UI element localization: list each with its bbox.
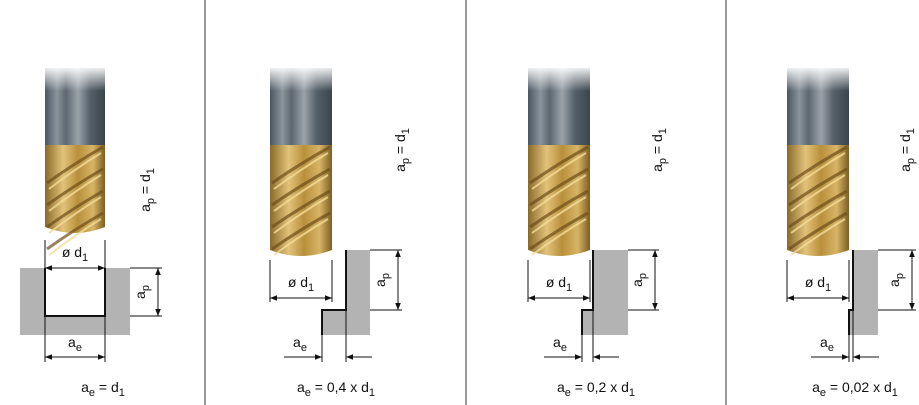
workpiece — [322, 310, 346, 335]
diameter-label-sub: 1 — [308, 282, 314, 294]
slot-outline — [45, 268, 105, 316]
caption-part: a — [557, 379, 565, 395]
tool-shank-fade — [787, 68, 849, 145]
ap-label: ap — [372, 273, 392, 287]
ae-label-part: a — [68, 334, 76, 350]
ap-equation-part: a — [392, 164, 408, 172]
diagram: ap = d1ae = d1ø d1apaeap = d1ae = 0,4 x … — [0, 0, 919, 405]
diameter-label: ø d1 — [288, 274, 314, 294]
ae-label: ae — [553, 334, 567, 354]
caption-part: = 0,02 x d — [826, 379, 892, 395]
ap-equation-part: = d — [649, 134, 665, 158]
workpiece — [105, 268, 130, 335]
ae-label: ae — [68, 334, 82, 354]
ap-equation-part: = d — [137, 174, 153, 198]
caption-part: a — [297, 379, 305, 395]
ae-label: ae — [293, 334, 307, 354]
diameter-label: ø d1 — [805, 274, 831, 294]
caption-sub: 1 — [892, 387, 898, 399]
diameter-label-part: ø d — [288, 274, 308, 290]
caption-sub: 1 — [119, 387, 125, 399]
workpiece — [45, 316, 105, 335]
tool-body — [45, 145, 105, 233]
workpiece — [853, 250, 878, 335]
workpiece — [20, 268, 45, 335]
caption-part: = 0,4 x d — [311, 379, 369, 395]
ap-equation-part: a — [137, 204, 153, 212]
caption: ae = 0,02 x d1 — [812, 379, 898, 399]
ap-equation-sub: 1 — [657, 128, 669, 134]
diameter-label: ø d1 — [546, 274, 572, 294]
diameter-label-part: ø d — [805, 274, 825, 290]
ae-label-sub: e — [301, 342, 307, 354]
ae-label: ae — [820, 334, 834, 354]
ae-label-part: a — [820, 334, 828, 350]
ap-equation-sub: 1 — [400, 128, 412, 134]
ae-label-sub: e — [828, 342, 834, 354]
ap-equation: ap = d1 — [137, 168, 157, 212]
ap-label-part: a — [132, 291, 148, 299]
ap-label-sub: p — [894, 273, 906, 279]
ap-label-sub: p — [380, 273, 392, 279]
tool-shank-fade — [528, 68, 590, 145]
ap-equation-sub: 1 — [145, 168, 157, 174]
workpiece — [593, 250, 628, 335]
tool-shank-fade — [45, 68, 105, 145]
ae-label-sub: e — [561, 342, 567, 354]
diameter-label-sub: 1 — [82, 252, 88, 264]
ap-label: ap — [886, 273, 906, 287]
ae-label-sub: e — [76, 342, 82, 354]
ap-equation-part: a — [897, 164, 913, 172]
ap-equation-part: a — [649, 164, 665, 172]
ap-equation-sub: 1 — [905, 128, 917, 134]
ap-equation: ap = d1 — [392, 128, 412, 172]
diameter-label-sub: 1 — [566, 282, 572, 294]
caption: ae = d1 — [81, 379, 125, 399]
ap-label-part: a — [372, 279, 388, 287]
ap-equation: ap = d1 — [897, 128, 917, 172]
caption-sub: 1 — [629, 387, 635, 399]
ae-label-part: a — [553, 334, 561, 350]
ap-label: ap — [629, 273, 649, 287]
tool-shank-fade — [270, 68, 332, 145]
ap-label-sub: p — [637, 273, 649, 279]
caption: ae = 0,4 x d1 — [297, 379, 375, 399]
ap-equation: ap = d1 — [649, 128, 669, 172]
ae-label-part: a — [293, 334, 301, 350]
caption-part: = 0,2 x d — [571, 379, 629, 395]
ap-equation-part: = d — [392, 134, 408, 158]
workpiece — [582, 310, 593, 335]
caption-part: a — [812, 379, 820, 395]
diameter-label-part: ø d — [62, 244, 82, 260]
ap-label-sub: p — [140, 285, 152, 291]
caption-part: = d — [95, 379, 119, 395]
caption: ae = 0,2 x d1 — [557, 379, 635, 399]
ap-label-part: a — [629, 279, 645, 287]
caption-part: a — [81, 379, 89, 395]
ap-label-part: a — [886, 279, 902, 287]
caption-sub: 1 — [369, 387, 375, 399]
ap-label: ap — [132, 285, 152, 299]
ap-equation-part: = d — [897, 134, 913, 158]
diameter-label-sub: 1 — [825, 282, 831, 294]
workpiece — [346, 250, 370, 335]
diameter-label: ø d1 — [62, 244, 88, 264]
diameter-label-part: ø d — [546, 274, 566, 290]
